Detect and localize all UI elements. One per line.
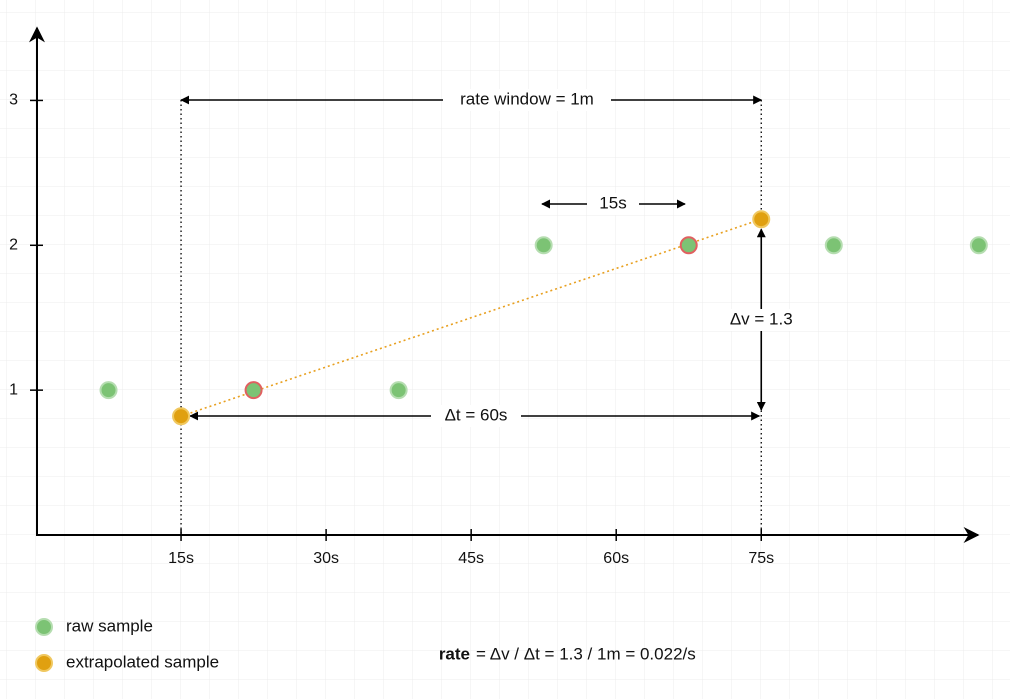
y-tick-label: 2 xyxy=(9,237,18,254)
x-tick-label: 30s xyxy=(313,550,339,567)
data-point xyxy=(824,236,843,255)
dv-label-bg xyxy=(719,309,804,331)
formula-bold: rate xyxy=(439,644,470,663)
legend-swatch xyxy=(35,654,53,672)
extrapolation-line xyxy=(180,218,762,417)
data-point xyxy=(752,210,771,229)
legend-label: raw sample xyxy=(66,616,153,635)
data-point xyxy=(99,381,118,400)
y-tick-label: 3 xyxy=(9,92,18,109)
x-tick-label: 60s xyxy=(603,550,629,567)
plot: 15s 30s 45s 60s 75s 1 2 3 rate window = 1m 15s Δt … xyxy=(9,26,988,672)
data-point xyxy=(679,236,698,255)
legend-swatch xyxy=(35,618,53,636)
x-tick-label: 45s xyxy=(458,550,484,567)
data-point xyxy=(389,381,408,400)
dv-label: Δv = 1.3 xyxy=(730,309,793,328)
x-tick-label: 15s xyxy=(168,550,194,567)
x-tick-label: 75s xyxy=(748,550,774,567)
step-label-bg xyxy=(587,193,639,215)
data-point xyxy=(534,236,553,255)
formula: = Δv / Δt = 1.3 / 1m = 0.022/s xyxy=(476,644,696,663)
data-point xyxy=(969,236,988,255)
legend-label: extrapolated sample xyxy=(66,652,219,671)
step-label: 15s xyxy=(599,193,626,212)
window-label-bg xyxy=(443,89,611,111)
window-label: rate window = 1m xyxy=(460,89,594,108)
data-point xyxy=(244,381,263,400)
y-tick-label: 1 xyxy=(9,381,18,398)
dt-label: Δt = 60s xyxy=(445,405,508,424)
data-point xyxy=(172,407,191,426)
dt-label-bg xyxy=(431,405,521,427)
